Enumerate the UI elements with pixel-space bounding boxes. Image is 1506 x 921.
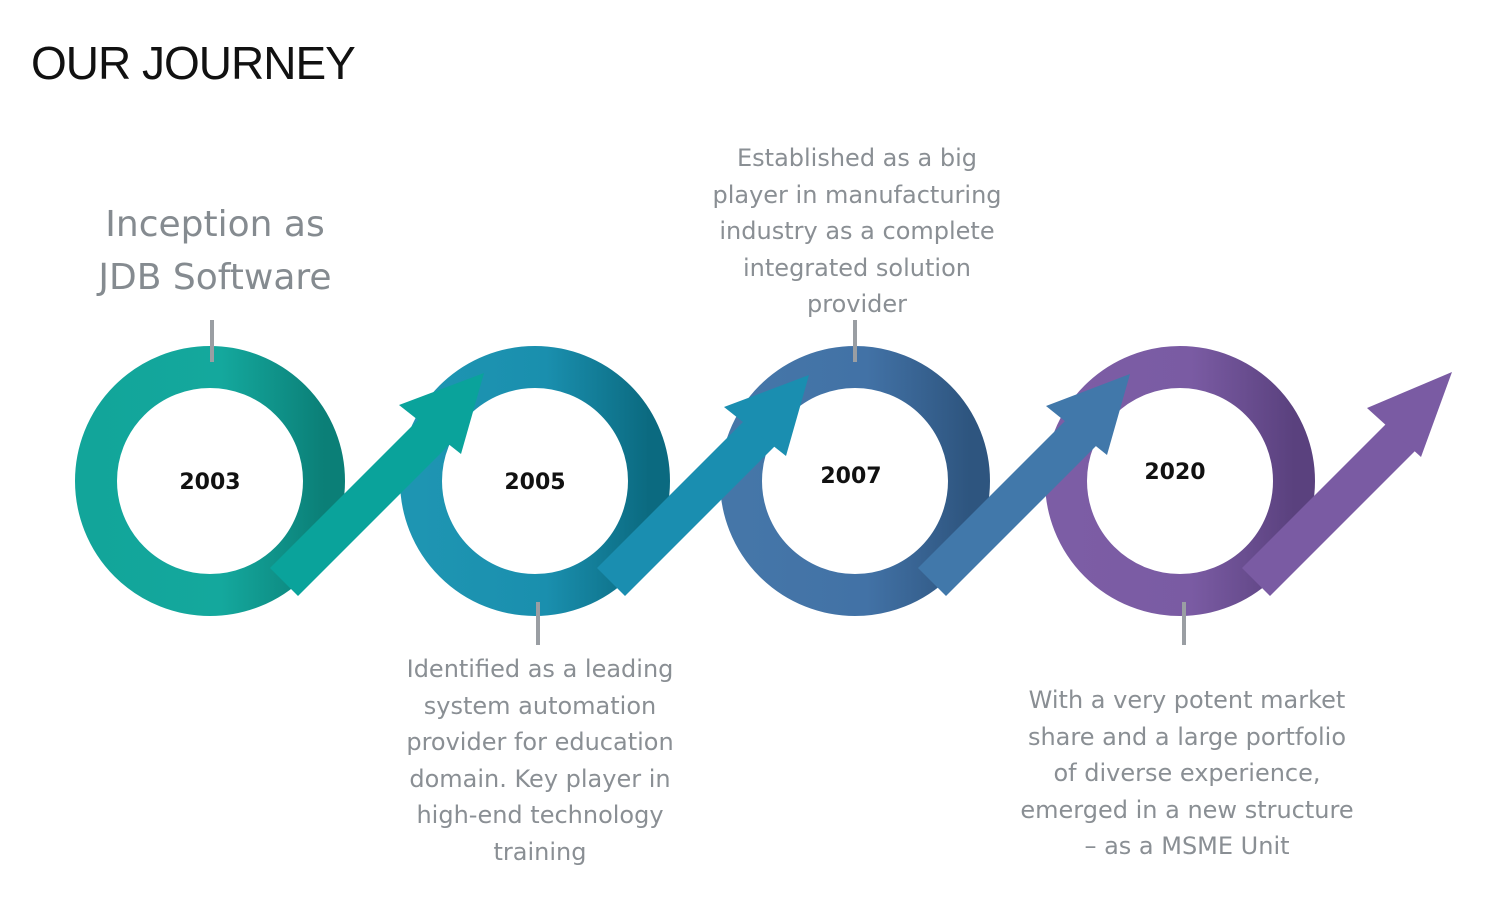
ring-2020 (1045, 346, 1315, 616)
year-label-2003: 2003 (179, 470, 240, 495)
description-line: Inception as (105, 204, 325, 245)
page-title: OUR JOURNEY (31, 37, 356, 89)
description-line: With a very potent market (1028, 686, 1346, 714)
description-line: domain. Key player in (409, 764, 671, 793)
milestone-2003-description: Inception as JDB Software (60, 198, 370, 304)
description-line: integrated solution (743, 253, 971, 282)
description-line: high-end technology (416, 801, 664, 829)
arrow-2007 (918, 374, 1130, 596)
arrow-2005 (597, 375, 809, 596)
ring-2003 (75, 346, 345, 616)
description-line: – as a MSME Unit (1084, 832, 1290, 860)
description-line: provider (807, 290, 907, 318)
connector-2020 (1182, 602, 1186, 645)
description-line: industry as a complete (719, 217, 995, 245)
description-line: emerged in a new structure (1020, 795, 1354, 824)
connector-2003 (210, 320, 214, 362)
description-line: of diverse experience, (1053, 759, 1321, 787)
description-line: system automation (423, 691, 657, 720)
connector-2005 (536, 602, 540, 645)
description-line: share and a large portfolio (1027, 722, 1347, 751)
description-line: JDB Software (98, 257, 332, 298)
description-line: provider for education (406, 728, 674, 756)
ring-2007 (720, 346, 990, 616)
ring-2005 (400, 346, 670, 616)
description-line: player in manufacturing (712, 180, 1002, 209)
arrow-2003 (270, 373, 484, 596)
description-line: Identified as a leading (406, 655, 674, 683)
milestone-2020-description: With a very potent market share and a la… (997, 682, 1377, 865)
connector-2007 (853, 320, 857, 362)
milestone-2007-description: Established as a big player in manufactu… (687, 140, 1027, 323)
milestone-2005-description: Identified as a leading system automatio… (380, 651, 700, 870)
description-line: Established as a big (736, 144, 977, 172)
description-line: training (493, 837, 587, 866)
year-label-2007: 2007 (820, 464, 881, 489)
year-label-2020: 2020 (1144, 460, 1205, 485)
year-label-2005: 2005 (504, 470, 565, 495)
arrow-2020 (1242, 372, 1452, 596)
